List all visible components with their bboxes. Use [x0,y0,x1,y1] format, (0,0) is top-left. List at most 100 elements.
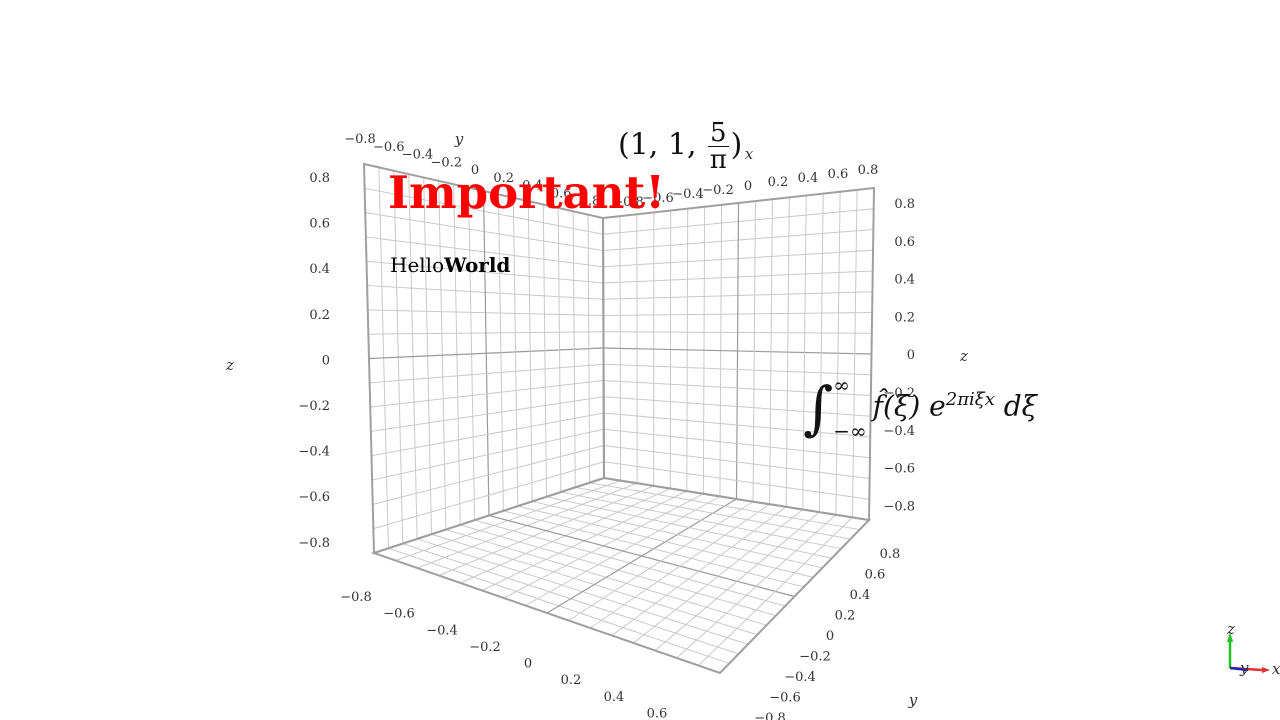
y-axis-name-top: y [454,130,464,148]
widget-x-arrow-icon [1262,667,1270,673]
right-wall-grid-line [752,201,756,502]
point-coordinate-label: (1, 1, 5 π) [618,120,742,173]
floor-grid-line [546,496,832,559]
left-wall-grid-line [557,207,562,493]
floor-grid-line [589,503,770,629]
floor-grid-line [698,517,853,666]
widget-z-arrow-icon [1227,632,1233,642]
y-tick-top: 0.6 [551,186,572,201]
floor-grid-line [654,511,820,651]
x-tick-bottom: −0.4 [426,623,458,638]
left-wall-grid-line [572,211,576,488]
right-wall-grid-line [802,195,807,510]
y-tick-bottom: 0.6 [865,568,886,583]
axis-names: y x z z y [225,130,968,709]
widget-x-label: x [1272,660,1280,678]
x-tick-bottom: 0.6 [647,706,668,720]
floor-grid-line [517,505,814,578]
right-wall-grid-line [603,347,872,355]
x-tick-top: 0.6 [828,167,849,182]
y-tick-top: −0.8 [344,132,376,147]
integral-tail: dξ [994,389,1038,423]
left-wall-grid-line [372,428,604,481]
point-close: ) [730,127,743,163]
z-axis-name-left: z [225,356,234,374]
z-tick-left: 0.4 [309,262,330,277]
left-wall-grid-line [368,347,604,360]
hello-text: Hello [390,253,445,277]
right-wall-grid-line [785,197,790,507]
x-tick-bottom: −0.2 [469,640,501,655]
z-tick-right: 0.2 [894,310,915,325]
left-wall-grid-line [370,396,604,432]
z-tick-right: 0.8 [894,197,915,212]
y-tick-top: 0 [471,163,479,178]
x-tick-top: 0.8 [858,163,879,178]
integral-upper: ∞ [833,373,850,397]
left-wall-grid-line [542,204,547,497]
y-tick-top: −0.2 [430,155,462,170]
integral-lower: −∞ [833,419,867,443]
z-tick-right: 0 [907,348,915,363]
left-wall-grid-line [497,194,504,511]
z-tick-left: 0.8 [309,171,330,186]
y-axis-name-bottom: y [908,691,918,709]
left-wall-grid-line [372,445,604,505]
right-wall-grid-line [851,189,858,518]
x-tick-top: 0.2 [768,175,789,190]
x-tick-top: −0.8 [612,195,644,210]
floor-grid-line [532,500,823,569]
integral-body: f̂(ξ) e [872,389,946,423]
right-wall-grid-line [769,199,773,505]
world-text: World [444,253,511,277]
floor-grid-line [633,509,804,644]
x-tick-bottom: 0.2 [561,673,582,688]
y-tick-top: −0.4 [402,148,434,163]
y-tick-bottom: −0.6 [769,691,801,706]
floor-grid-line [676,514,837,659]
right-wall-grid-line [603,396,871,417]
integral-limits: ∞ −∞ [833,362,866,454]
left-wall-grid-line [512,197,519,507]
right-wall-grid-line [603,412,871,438]
y-tick-bottom: −0.8 [754,711,786,720]
x-axis-name-top: x [745,145,754,163]
fraction-numerator: 5 [708,118,729,148]
y-tick-top: 0.4 [522,179,543,194]
y-tick-top: −0.6 [373,140,405,155]
left-wall-grid-line [369,363,604,384]
right-wall-grid-line [818,193,824,513]
floor-grid-line [503,510,804,588]
right-wall-grid-line [835,191,841,515]
x-tick-top: 0 [744,179,752,194]
y-tick-top: 0.2 [493,171,514,186]
y-tick-bottom: 0.8 [880,547,901,562]
fourier-integral-label: ∫ ∞ −∞ f̂(ξ) e2πiξx dξ [803,362,1037,454]
x-tick-bottom: 0.4 [604,690,625,705]
x-tick-top: −0.4 [672,187,704,202]
widget-y-axis [1229,666,1249,672]
right-wall-grid-line [603,428,870,459]
floor-grid-line [568,501,754,621]
left-wall-grid-line [371,412,604,457]
z-tick-left: 0.6 [309,217,330,232]
x-tick-top: −0.6 [642,191,674,206]
x-tick-bottom: −0.8 [340,590,372,605]
z-axis-name-right: z [959,347,968,365]
x-tick-top: 0.4 [798,171,819,186]
fraction-denominator: π [709,145,727,175]
floor-grid-line [546,498,737,614]
z-tick-right: 0.4 [894,273,915,288]
integral-sign: ∫ [803,374,834,442]
z-tick-left: −0.4 [298,445,330,460]
important-annotation: Important! [388,166,666,219]
back-right-grid-wall [602,187,875,521]
grid-frames [362,162,876,675]
left-wall-grid-line [370,380,604,408]
right-wall-grid-line [603,445,870,479]
floor-grid-line [611,506,787,636]
y-tick-bottom: 0.4 [850,588,871,603]
floor-grid-line [589,482,860,531]
